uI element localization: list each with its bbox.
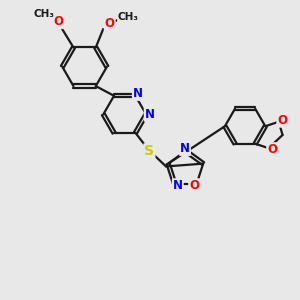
Text: CH₃: CH₃ — [118, 12, 139, 22]
Text: S: S — [144, 144, 154, 158]
Text: N: N — [173, 179, 183, 192]
Text: O: O — [105, 17, 115, 30]
Text: O: O — [277, 114, 287, 127]
Text: O: O — [267, 143, 277, 156]
Text: O: O — [54, 15, 64, 28]
Text: N: N — [180, 142, 190, 155]
Text: N: N — [133, 87, 143, 100]
Text: CH₃: CH₃ — [33, 9, 54, 19]
Text: N: N — [145, 108, 155, 121]
Text: O: O — [189, 179, 199, 192]
